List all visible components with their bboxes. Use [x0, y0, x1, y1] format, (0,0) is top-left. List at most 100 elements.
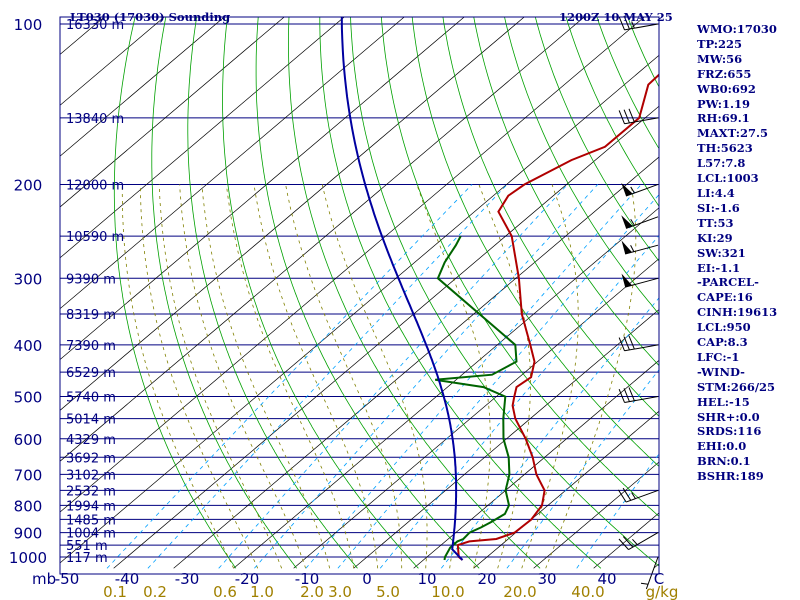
wind-barb: [618, 15, 659, 31]
wind-barb: [621, 273, 659, 288]
index-tp: TP:225: [697, 36, 743, 51]
temperature-tick-label: -50: [55, 570, 80, 588]
index-heading: -PARCEL-: [697, 275, 797, 290]
temperature-tick-label: 30: [537, 570, 556, 588]
index-cape: CAPE:16: [697, 290, 753, 305]
dry-adiabat-line: [222, 17, 419, 569]
mixing-ratio-line: [254, 184, 599, 569]
dry-adiabat-line: [113, 17, 237, 569]
pressure-unit-label: mb: [32, 570, 56, 588]
index-value: 19613: [737, 305, 778, 320]
isotherm-line: [353, 309, 659, 569]
mixing-ratio-label: 1.0: [250, 583, 274, 600]
index-key: EHI: [697, 439, 723, 454]
index-value: 655: [727, 66, 752, 81]
height-label: 117 m: [66, 551, 108, 566]
index-pw: PW:1.19: [697, 96, 751, 111]
moist-adiabat-line: [179, 184, 307, 569]
index-cap: CAP:8.3: [697, 335, 748, 350]
moist-adiabat-line: [226, 184, 355, 569]
index-key: LI: [697, 185, 711, 200]
index-mw: MW:56: [697, 51, 743, 66]
pressure-tick-label: 900: [14, 525, 43, 543]
index-value: 17030: [736, 22, 777, 36]
height-label: 9390 m: [66, 272, 116, 287]
index-key: L57: [697, 156, 722, 171]
mixing-ratio-line: [379, 235, 659, 569]
index-key: FRZ: [697, 66, 724, 81]
mixing-ratio-label: 0.6: [213, 583, 237, 600]
index-wmo: WMO:17030: [697, 22, 777, 36]
isotherm-line: [60, 17, 645, 513]
dry-adiabat-line: [473, 17, 659, 367]
index-key: WMO: [697, 22, 733, 36]
temperature-tick-label: 20: [477, 570, 496, 588]
index-key: MW: [697, 51, 722, 66]
height-label: 12000 m: [66, 178, 124, 193]
dry-adiabat-line: [255, 17, 480, 569]
index-sw: SW:321: [697, 245, 746, 260]
index-value: 4.4: [714, 185, 735, 200]
index-value: -1.6: [714, 200, 740, 215]
pressure-tick-label: 600: [14, 431, 43, 449]
pressure-tick-label: 800: [14, 497, 43, 515]
height-label: 3692 m: [66, 451, 116, 466]
index-key: SW: [697, 245, 718, 260]
height-label: 5740 m: [66, 391, 116, 406]
moist-adiabat-line: [521, 184, 579, 569]
mixing-ratio-label: 20.0: [503, 583, 536, 600]
index-value: 950: [726, 320, 751, 335]
index-key: MAXT: [697, 126, 736, 141]
mixing-ratio-label: 5.0: [376, 583, 400, 600]
index-ehi: EHI:0.0: [697, 439, 747, 454]
pressure-tick-label: 500: [14, 389, 43, 407]
pressure-tick-label: 1000: [9, 549, 47, 567]
pressure-tick-label: 200: [14, 176, 43, 194]
index-key: RH: [697, 111, 718, 126]
isotherm-line: [473, 410, 659, 569]
index-cinh: CINH:19613: [697, 305, 778, 320]
isotherm-line: [60, 17, 165, 106]
index-brn: BRN:0.1: [697, 454, 751, 469]
index-key: CAPE: [697, 290, 733, 305]
index-lcl: LCL:1003: [697, 171, 759, 186]
dry-adiabat-line: [380, 17, 659, 517]
isotherm-line: [293, 258, 659, 569]
moist-adiabat-line: [201, 184, 331, 569]
pressure-tick-label: 400: [14, 337, 43, 355]
wind-barb: [618, 487, 659, 503]
mixing-ratio-line: [218, 184, 568, 569]
mixing-ratio-label: 40.0: [571, 583, 604, 600]
wind-barb: [618, 335, 659, 352]
station-title: LT030 (17030) Sounding: [70, 10, 230, 24]
index-si: SI:-1.6: [697, 200, 740, 215]
index-li: LI:4.4: [697, 185, 735, 200]
index-section-heading: -WIND-: [697, 364, 745, 379]
index-key: WB0: [697, 81, 728, 96]
height-label: 1485 m: [66, 513, 116, 528]
pressure-tick-label: 100: [14, 16, 43, 34]
wind-barb: [618, 532, 659, 551]
index-frz: FRZ:655: [697, 66, 752, 81]
index-stm: STM:266/25: [697, 379, 776, 394]
height-label: 1994 m: [66, 499, 116, 514]
dry-adiabat-line: [187, 17, 358, 569]
index-key: STM: [697, 379, 727, 394]
mixing-ratio-label: 10.0: [431, 583, 464, 600]
isotherm-line: [173, 156, 659, 569]
height-label: 13840 m: [66, 112, 124, 127]
isotherm-line: [60, 17, 285, 208]
index-value: -15: [728, 394, 750, 409]
index-value: 116: [737, 424, 762, 439]
index-value: 8.3: [727, 335, 748, 350]
moist-adiabat-line: [416, 184, 491, 569]
isotherm-line: [413, 359, 659, 569]
index-value: 53: [717, 215, 734, 230]
index-shr: SHR+:0.0: [697, 409, 760, 424]
index-key: LCL: [697, 320, 723, 335]
dry-adiabat-line: [319, 17, 602, 569]
isotherm-line: [60, 54, 659, 564]
dry-adiabat-line: [287, 17, 541, 569]
